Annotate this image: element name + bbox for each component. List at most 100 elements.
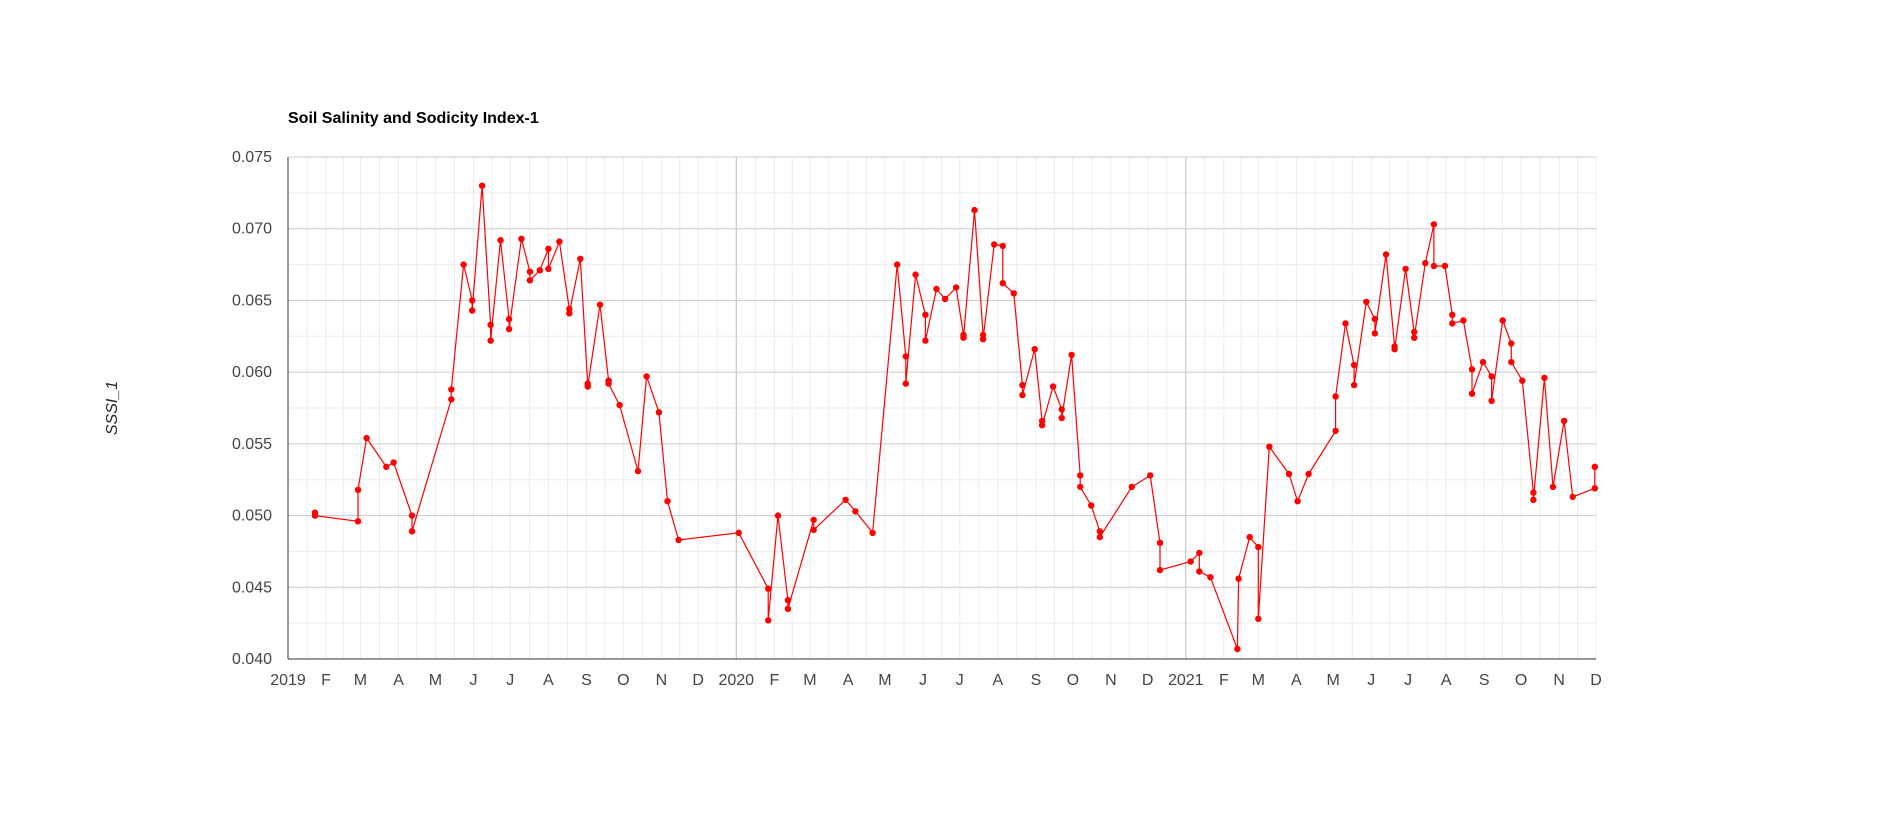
- data-point: [1560, 417, 1568, 425]
- data-point: [1058, 414, 1065, 422]
- x-tick-label: S: [1479, 672, 1490, 689]
- data-point: [469, 307, 476, 314]
- data-point: [1519, 377, 1526, 384]
- data-point: [810, 516, 817, 524]
- data-point: [902, 353, 909, 360]
- x-tick-label: F: [1219, 672, 1229, 689]
- data-point: [536, 267, 543, 274]
- data-point: [810, 526, 817, 534]
- data-point: [545, 265, 552, 273]
- data-point: [664, 498, 671, 505]
- data-point: [1350, 361, 1358, 369]
- data-point: [1468, 366, 1476, 373]
- data-point: [1508, 340, 1515, 347]
- data-point: [1530, 496, 1537, 503]
- x-tick-label: M: [1327, 672, 1340, 689]
- data-point: [1371, 315, 1379, 323]
- series-layer: [311, 182, 1599, 653]
- data-point: [894, 261, 901, 268]
- x-tick-label: 2020: [718, 672, 754, 689]
- data-point: [1449, 311, 1456, 318]
- data-point: [1266, 443, 1273, 450]
- data-point: [1508, 358, 1515, 366]
- data-point: [518, 235, 525, 242]
- data-point: [1038, 422, 1046, 429]
- data-point: [634, 467, 642, 475]
- data-point: [1088, 502, 1095, 509]
- data-point: [1591, 485, 1599, 492]
- x-tick-label: N: [1553, 672, 1565, 689]
- data-point: [1591, 463, 1599, 470]
- data-point: [1382, 251, 1390, 258]
- data-point: [408, 528, 416, 535]
- data-point: [1391, 346, 1398, 353]
- data-point: [1460, 317, 1467, 324]
- x-tick-label: A: [1291, 672, 1302, 689]
- data-point: [505, 315, 513, 323]
- data-point: [487, 337, 494, 344]
- data-point: [1196, 549, 1203, 557]
- chart-title: Soil Salinity and Sodicity Index-1: [288, 110, 539, 127]
- data-point: [1255, 543, 1262, 551]
- data-point: [922, 311, 929, 318]
- data-point: [1077, 472, 1084, 479]
- y-tick-label: 0.055: [232, 436, 272, 453]
- x-tick-label: A: [993, 672, 1004, 689]
- data-point: [1068, 351, 1075, 359]
- x-tick-label: A: [843, 672, 854, 689]
- data-point: [1569, 493, 1576, 501]
- data-point: [933, 285, 940, 293]
- data-point: [354, 518, 362, 525]
- data-point: [912, 271, 919, 278]
- x-tick-label: 2019: [270, 672, 306, 689]
- y-tick-label: 0.050: [232, 508, 272, 525]
- x-tick-label: D: [1590, 672, 1602, 689]
- data-point: [842, 496, 849, 503]
- x-tick-label: J: [1367, 672, 1375, 689]
- y-tick-label: 0.060: [232, 364, 272, 381]
- x-tick-label: O: [1067, 672, 1079, 689]
- data-point: [784, 597, 792, 604]
- data-point: [1468, 390, 1476, 397]
- data-point: [469, 297, 476, 304]
- y-axis-label: SSSI_1: [104, 381, 121, 435]
- x-tick-label: D: [1142, 672, 1154, 689]
- data-point: [675, 536, 682, 544]
- y-tick-label: 0.045: [232, 579, 272, 596]
- data-point: [1128, 483, 1136, 491]
- series-line: [314, 185, 1596, 650]
- data-point: [1411, 334, 1418, 341]
- data-point: [1332, 393, 1339, 400]
- data-point: [941, 295, 949, 303]
- data-point: [390, 459, 397, 466]
- data-point: [852, 508, 859, 515]
- data-point: [1499, 317, 1506, 324]
- data-point: [1235, 575, 1242, 582]
- x-tick-label: M: [803, 672, 816, 689]
- data-point: [383, 463, 390, 470]
- x-tick-label: F: [769, 672, 779, 689]
- x-tick-label: J: [956, 672, 964, 689]
- x-tick-label: N: [656, 672, 668, 689]
- data-point: [1019, 381, 1026, 389]
- x-tick-label: A: [543, 672, 554, 689]
- x-tick-label: M: [878, 672, 891, 689]
- grid-layer: [287, 156, 1597, 660]
- data-point: [1187, 558, 1194, 565]
- data-point: [1294, 498, 1301, 505]
- data-point: [1019, 391, 1026, 399]
- data-point: [584, 383, 591, 390]
- data-point: [596, 301, 604, 308]
- x-tick-label: J: [469, 672, 477, 689]
- x-tick-label: O: [617, 672, 629, 689]
- x-tick-label: M: [354, 672, 367, 689]
- data-point: [478, 182, 486, 189]
- data-point: [1207, 574, 1214, 581]
- data-point: [902, 380, 909, 387]
- data-point: [545, 245, 552, 252]
- data-point: [460, 261, 467, 268]
- data-point: [1342, 320, 1349, 327]
- data-point: [922, 337, 929, 344]
